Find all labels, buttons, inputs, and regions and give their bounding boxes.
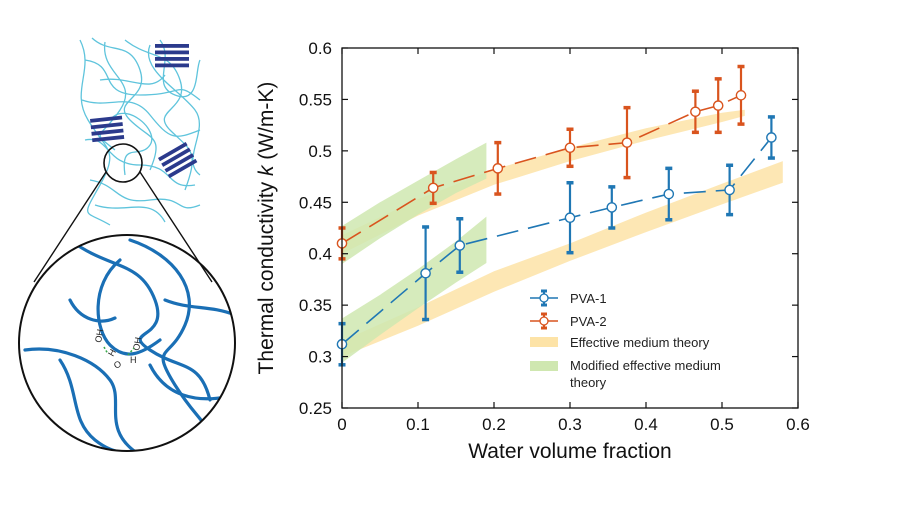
data-point-0-2 <box>454 240 466 251</box>
data-point-0-1 <box>420 267 431 279</box>
theory-band-1 <box>342 109 745 254</box>
data-point-1-3 <box>564 142 576 154</box>
axis-ticks: 0 0.1 0.2 0.3 0.4 0.5 0.6 0.25 0.3 0.35 0.4 0.45 0.5… <box>299 39 810 434</box>
legend-label-3: Modified effective medium <box>570 358 721 373</box>
crystal-lamella-2-3 <box>167 158 198 179</box>
crystal-lamella-2-1 <box>161 147 191 167</box>
polymer-chain-0 <box>79 39 111 226</box>
data-point-0-5 <box>663 188 675 200</box>
polymer-chain-5 <box>84 59 201 101</box>
legend-swatch-emt <box>530 337 558 347</box>
crystal-lamella-0-3 <box>155 63 189 68</box>
chem-label-1: O <box>112 359 123 371</box>
hydrogen-bond-2 <box>127 347 135 356</box>
x-tick-label-2: 0.2 <box>482 415 506 434</box>
y-tick-label-5: 0.5 <box>308 142 332 161</box>
zoom-circle <box>18 234 236 452</box>
zoom-chain-4 <box>58 358 152 451</box>
crystallite-1 <box>90 115 125 143</box>
polymer-chain-9 <box>94 204 166 223</box>
y-tick-label-2: 0.35 <box>299 296 332 315</box>
data-point-0-4 <box>606 202 618 213</box>
theory-bands <box>342 109 783 363</box>
x-tick-label-1: 0.1 <box>406 415 430 434</box>
series-line-0 <box>341 136 773 345</box>
crystal-lamella-1-0 <box>90 115 123 123</box>
crystal-lamella-1-1 <box>90 122 123 130</box>
x-axis-label: Water volume fraction <box>468 440 671 463</box>
legend-label-3-cont: theory <box>570 375 607 390</box>
y-tick-label-4: 0.45 <box>299 193 332 212</box>
crystallite-0 <box>155 44 189 68</box>
data-point-1-1 <box>427 182 439 194</box>
zoom-chain-0 <box>68 238 212 402</box>
crystal-lamella-0-2 <box>155 57 189 61</box>
zoom-line-left <box>33 171 107 283</box>
data-point-1-2 <box>492 163 504 174</box>
y-tick-label-3: 0.4 <box>308 245 332 264</box>
legend-marker-1 <box>539 316 549 326</box>
data-point-1-6 <box>712 100 724 111</box>
crystal-lamella-1-2 <box>91 128 124 136</box>
zoom-chain-3 <box>23 347 142 451</box>
crystal-lamella-0-1 <box>155 50 189 55</box>
polymer-chain-11 <box>99 74 166 85</box>
crystal-lamella-2-2 <box>164 153 195 173</box>
chart: 0 0.1 0.2 0.3 0.4 0.5 0.6 0.25 0.3 0.35 0.4 0.45 0.5… <box>255 39 810 463</box>
crystallite-2 <box>158 142 198 179</box>
crystallite-icon <box>90 44 198 179</box>
polymer-chain-7 <box>84 138 196 187</box>
x-tick-label-6: 0.6 <box>786 415 810 434</box>
zoom-chain-7 <box>163 298 235 317</box>
zoom-chain-6 <box>68 298 117 323</box>
data-point-0-6 <box>724 184 735 196</box>
polymer-chain-4 <box>147 44 201 176</box>
polymer-chain-12 <box>109 112 153 176</box>
polymer-chain-3 <box>124 39 193 191</box>
chem-label-2: H <box>106 347 118 358</box>
polymer-chain-6 <box>81 99 201 137</box>
chem-label-0: OH <box>93 328 105 343</box>
legend: PVA-1 PVA-2 Effective medium theory Modifie… <box>530 289 721 390</box>
data-point-1-5 <box>690 106 701 118</box>
x-tick-label-0: 0 <box>337 415 346 434</box>
y-axis-label: Thermal conductivity k (W/m-K) <box>255 82 278 375</box>
y-tick-label-7: 0.6 <box>308 39 332 58</box>
polymer-chain-10 <box>159 39 201 98</box>
y-tick-label-6: 0.55 <box>299 90 332 109</box>
legend-marker-0 <box>539 293 549 303</box>
legend-swatch-memt <box>530 361 558 371</box>
y-tick-label-1: 0.3 <box>308 348 332 367</box>
hydrogen-bond-1 <box>103 346 109 355</box>
series-points <box>336 64 777 367</box>
theory-band-0 <box>342 161 783 357</box>
x-tick-label-4: 0.4 <box>634 415 658 434</box>
zoom-chain-1 <box>96 258 162 356</box>
legend-label-0: PVA-1 <box>570 291 607 306</box>
chem-label-4: OH <box>131 336 143 351</box>
theory-band-3 <box>342 142 487 264</box>
crystal-lamella-2-0 <box>158 142 188 162</box>
data-point-1-4 <box>621 137 633 148</box>
legend-label-1: PVA-2 <box>570 314 607 329</box>
x-tick-label-5: 0.5 <box>710 415 734 434</box>
legend-label-2: Effective medium theory <box>570 335 710 350</box>
crystal-lamella-1-3 <box>92 135 125 143</box>
zoom-chain-2 <box>128 238 217 451</box>
data-point-0-3 <box>564 212 576 224</box>
data-point-0-7 <box>766 132 777 143</box>
polymer-chain-8 <box>89 179 201 209</box>
data-point-1-7 <box>735 90 747 101</box>
x-tick-label-3: 0.3 <box>558 415 582 434</box>
chem-label-3: H <box>130 355 137 365</box>
y-tick-label-0: 0.25 <box>299 399 332 418</box>
polymer-chain-1 <box>91 37 157 171</box>
crystal-lamella-0-0 <box>155 44 189 48</box>
zoom-source-circle <box>103 143 143 183</box>
